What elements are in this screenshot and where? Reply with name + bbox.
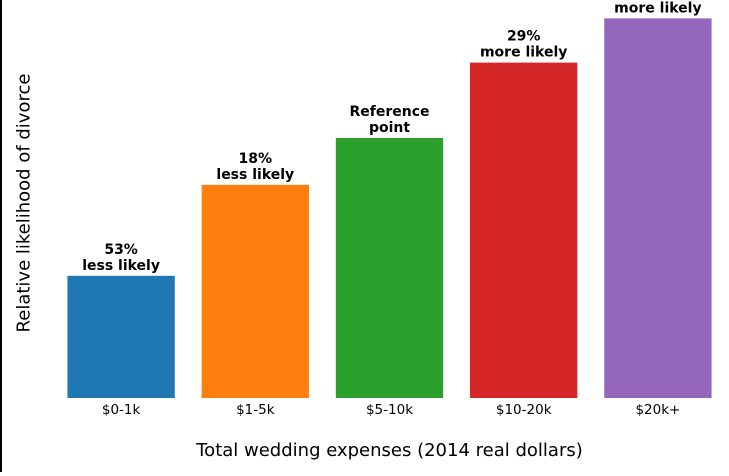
bar-1 — [67, 276, 174, 398]
bar-4 — [470, 63, 577, 398]
y-axis-label: Relative likelihood of divorce — [14, 74, 35, 333]
bar-label-3-line-1: Reference — [349, 104, 429, 120]
x-tick-label-4: $10-20k — [496, 402, 552, 418]
bar-2 — [202, 185, 309, 398]
bar-5 — [604, 18, 711, 398]
bar-label-4-line-2: more likely — [480, 45, 567, 61]
x-tick-label-5: $20k+ — [635, 402, 680, 418]
bar-label-5-line-2: more likely — [614, 0, 701, 16]
x-tick-label-3: $5-10k — [366, 402, 413, 418]
bar-label-3-line-2: point — [369, 120, 410, 136]
bar-label-4-line-1: 29% — [507, 29, 541, 45]
bar-label-1-line-2: less likely — [82, 258, 160, 274]
bars-layer — [67, 18, 711, 398]
bar-3 — [336, 138, 443, 398]
x-tick-label-2: $1-5k — [236, 402, 275, 418]
bar-label-1-line-1: 53% — [104, 242, 138, 258]
x-tick-label-1: $0-1k — [102, 402, 141, 418]
x-tick-labels: $0-1k $1-5k $5-10k $10-20k $20k+ — [102, 402, 680, 418]
x-axis-label: Total wedding expenses (2014 real dollar… — [195, 440, 583, 461]
bar-label-2-line-1: 18% — [239, 151, 273, 167]
bar-label-2-line-2: less likely — [216, 167, 294, 183]
